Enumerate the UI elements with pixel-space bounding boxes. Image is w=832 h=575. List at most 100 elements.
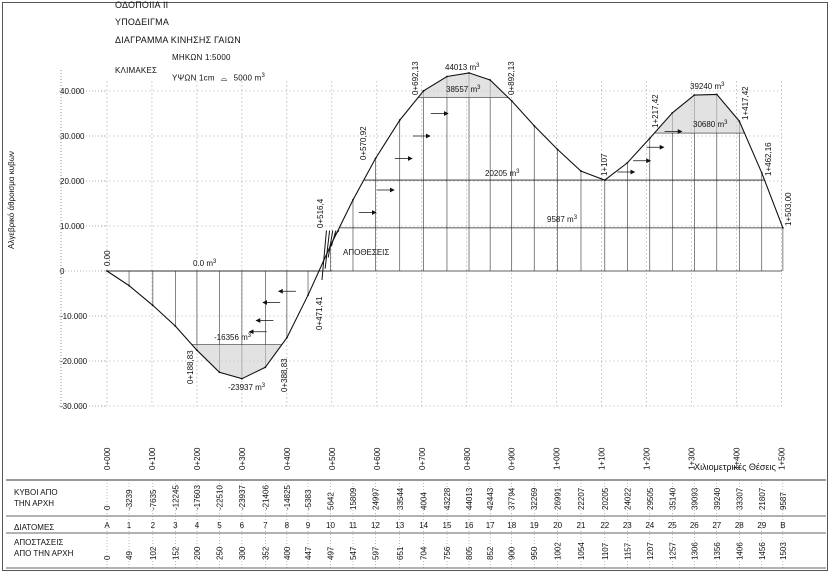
table-cell-distance: 152: [171, 546, 180, 560]
balance-label-16356: -16356 m3: [214, 333, 252, 342]
deposit-hatch: [334, 230, 340, 236]
data-point: [352, 198, 354, 201]
station-label: 0+188,83: [186, 350, 195, 384]
x-tick-label: 0+900: [508, 447, 517, 470]
station-label: 1+462,16: [764, 142, 773, 176]
data-point: [398, 119, 401, 121]
data-point: [626, 162, 629, 164]
table-cell-section: 15: [443, 521, 452, 530]
x-tick-label: 0+500: [328, 447, 337, 470]
data-point: [580, 170, 582, 172]
table-cell-section: 14: [419, 521, 428, 530]
table-cell-volume: 33544: [396, 487, 405, 510]
table-cell-distance: 352: [261, 546, 270, 560]
table-cell-section: 5: [217, 521, 222, 530]
table-cell-section: 1: [127, 521, 132, 530]
table-cell-distance: 1002: [554, 542, 563, 560]
height-scale-value: 5000 m: [233, 73, 262, 83]
diagram-title: ΔΙΑΓΡΑΜΜΑ ΚΙΝΗΣΗΣ ΓΑΙΩΝ: [115, 35, 241, 45]
table-cell-section: 29: [757, 521, 766, 530]
x-tick-label: 0+300: [238, 447, 247, 470]
table-cell-volume: -17603: [193, 485, 202, 510]
y-tick-label: 40.000: [60, 87, 85, 96]
table-cell-distance: 1157: [623, 542, 632, 560]
scales-label: ΚΛΙΜΑΚΕΣ: [115, 66, 158, 75]
x-tick-label: 1+000: [553, 447, 562, 470]
data-point: [489, 79, 492, 81]
data-point: [285, 336, 288, 339]
table-cell-distance: 1503: [779, 542, 788, 560]
table-cell-section: 2: [151, 521, 156, 530]
y-tick-label: -30.000: [60, 402, 88, 411]
data-point: [241, 377, 243, 380]
table-cell-section: 6: [240, 521, 245, 530]
station-label: 0.00: [103, 250, 112, 266]
data-point: [174, 325, 177, 328]
y-tick-label: -10.000: [60, 312, 88, 321]
table-cell-volume: 35140: [668, 487, 677, 510]
table-cell-section: 19: [530, 521, 539, 530]
y-tick-label: 30.000: [60, 132, 85, 141]
table-cell-distance: 900: [508, 546, 517, 560]
station-label: 0+892,13: [507, 61, 516, 95]
x-tick-label: 0+600: [373, 447, 382, 470]
table-cell-volume: 0: [103, 505, 112, 510]
table-row-label: ΑΠΟΣΤΑΣΕΙΣ: [14, 538, 63, 547]
table-cell-section: 16: [465, 521, 474, 530]
balance-label-30680: 30680 m3: [693, 120, 728, 129]
table-cell-volume: 5642: [327, 492, 336, 510]
table-cell-distance: 1406: [735, 542, 744, 560]
deposit-hatch: [330, 230, 337, 247]
height-scale-prefix: ΥΨΩΝ 1cm: [172, 73, 215, 83]
station-label: 0+570,92: [359, 126, 368, 160]
table-cell-volume: -5383: [304, 489, 313, 510]
table-cell-section: 24: [645, 521, 654, 530]
table-cell-volume: -12245: [171, 485, 180, 510]
y-tick-label: -20.000: [60, 357, 88, 366]
table-cell-volume: 15809: [349, 487, 358, 510]
data-point: [196, 349, 198, 352]
data-point: [760, 171, 763, 174]
table-cell-section: 10: [326, 521, 335, 530]
height-scale: ΥΨΩΝ 1cm ⌓ 5000 m3: [172, 73, 266, 83]
table-cell-distance: 852: [486, 546, 495, 560]
data-point: [446, 75, 448, 78]
x-tick-label: 0+100: [148, 447, 157, 470]
table-cell-distance: 1207: [646, 542, 655, 560]
table-cell-distance: 200: [193, 546, 202, 560]
table-cell-distance: 300: [238, 546, 247, 560]
x-axis-title: Χιλιομετρικές Θέσεις: [694, 462, 776, 472]
table-cell-section: A: [104, 521, 110, 530]
deposit-hatch: [324, 230, 331, 269]
table-cell-volume: 22207: [577, 487, 586, 510]
data-point: [533, 124, 536, 127]
x-tick-label: 1+200: [643, 447, 652, 470]
table-cell-volume: 24997: [371, 487, 380, 510]
shaded-pocket: [191, 344, 282, 379]
station-label: 0+692,13: [411, 61, 420, 95]
table-cell-distance: 447: [304, 546, 313, 560]
table-cell-distance: 651: [396, 546, 405, 560]
table-cell-section: 28: [735, 521, 744, 530]
table-cell-distance: 0: [103, 555, 112, 560]
x-tick-label: 0+400: [283, 447, 292, 470]
station-label: 1+217,42: [651, 94, 660, 128]
table-cell-section: 3: [173, 521, 178, 530]
table-cell-distance: 1456: [758, 542, 767, 560]
balance-label-9587: 9587 m3: [547, 215, 578, 224]
data-point: [671, 111, 674, 114]
x-tick-label: 0+200: [193, 447, 202, 470]
x-tick-label: 1+500: [778, 447, 787, 470]
station-label: 1+417,42: [741, 86, 750, 120]
deposit-hatch: [321, 230, 327, 281]
table-row-label: ΑΠΟ ΤΗΝ ΑΡΧΗ: [14, 549, 74, 558]
x-tick-label: 0+000: [103, 447, 112, 470]
data-point: [556, 148, 559, 151]
table-cell-volume: 29505: [646, 487, 655, 510]
table-cell-section: 11: [349, 521, 358, 530]
table-cell-distance: 1257: [668, 542, 677, 560]
table-cell-volume: -21406: [261, 485, 270, 510]
station-label: 0+388,83: [280, 358, 289, 392]
table-cell-section: 20: [553, 521, 562, 530]
